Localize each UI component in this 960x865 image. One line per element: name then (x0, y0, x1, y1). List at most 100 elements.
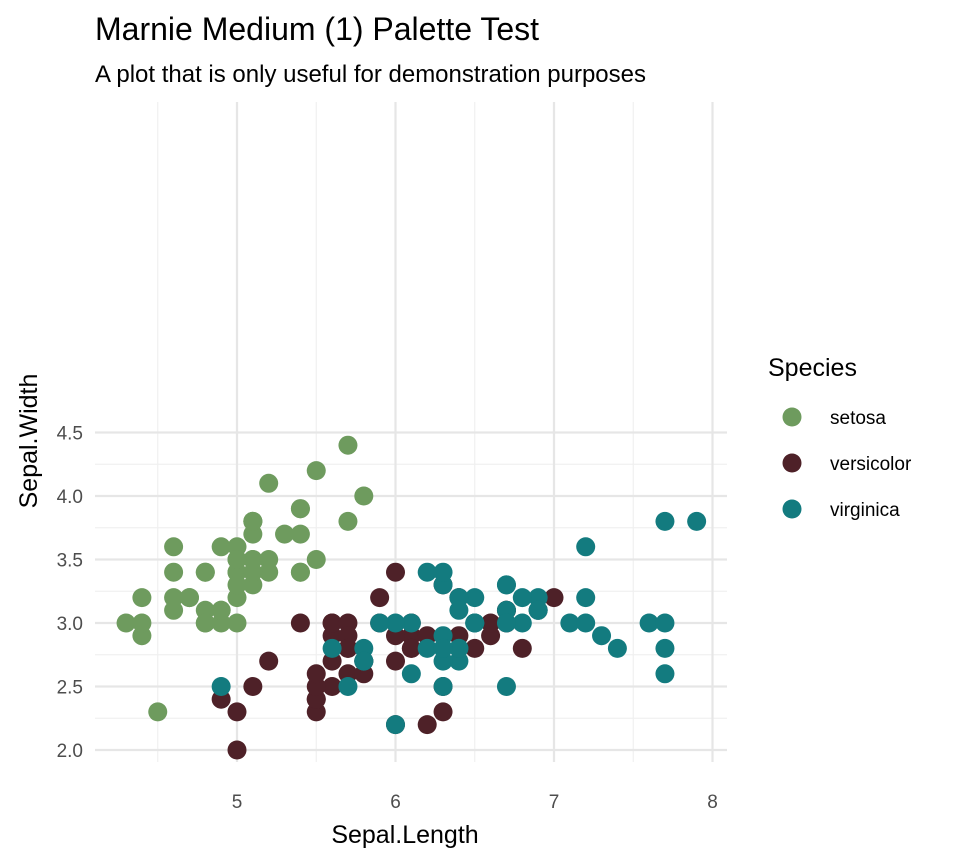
data-point-virginica (433, 562, 453, 582)
data-point-setosa (227, 575, 247, 595)
data-point-setosa (132, 588, 152, 608)
data-point-virginica (655, 664, 675, 684)
legend-label-virginica: virginica (830, 500, 900, 521)
data-point-virginica (496, 613, 516, 633)
data-point-versicolor (227, 702, 247, 722)
data-point-virginica (528, 600, 548, 620)
data-point-virginica (433, 677, 453, 696)
data-point-setosa (290, 524, 310, 544)
x-tick-label: 6 (390, 792, 401, 813)
data-point-virginica (417, 638, 437, 658)
data-point-virginica (512, 588, 532, 608)
data-point-virginica (560, 613, 580, 633)
y-tick-label: 3.0 (57, 614, 83, 635)
data-point-versicolor (322, 613, 342, 633)
data-point-virginica (401, 664, 421, 684)
data-point-virginica (449, 638, 469, 658)
data-point-setosa (275, 524, 295, 544)
data-point-virginica (592, 626, 612, 646)
data-point-virginica (211, 677, 231, 696)
data-point-virginica (496, 677, 516, 696)
data-point-setosa (243, 562, 263, 582)
x-axis-title: Sepal.Length (331, 821, 478, 849)
data-point-setosa (195, 613, 215, 633)
y-axis-title: Sepal.Width (15, 374, 43, 509)
data-point-versicolor (433, 702, 453, 722)
x-tick-label: 8 (707, 792, 718, 813)
data-point-versicolor (306, 664, 326, 684)
data-point-setosa (338, 511, 358, 531)
data-point-versicolor (290, 613, 310, 633)
data-point-virginica (401, 613, 421, 633)
data-point-virginica (655, 511, 675, 531)
data-point-setosa (116, 613, 136, 633)
y-tick-label: 4.0 (57, 487, 83, 508)
data-points (116, 435, 707, 760)
data-point-virginica (496, 575, 516, 595)
data-point-versicolor (417, 715, 437, 735)
data-point-setosa (243, 511, 263, 531)
data-point-versicolor (512, 638, 532, 658)
data-point-setosa (164, 588, 184, 608)
data-point-setosa (211, 537, 231, 557)
data-point-setosa (179, 588, 199, 608)
data-point-virginica (370, 613, 390, 633)
data-point-virginica (576, 588, 596, 608)
grid-major (95, 102, 727, 762)
data-point-versicolor (481, 613, 501, 633)
legend-label-versicolor: versicolor (830, 454, 912, 475)
data-point-setosa (306, 461, 326, 481)
data-point-versicolor (370, 588, 390, 608)
data-point-virginica (322, 638, 342, 658)
y-tick-labels: 2.0 2.5 3.0 3.5 4.0 4.5 (57, 424, 83, 763)
legend: Species setosa versicolor virginica (768, 354, 912, 521)
data-point-virginica (655, 613, 675, 633)
data-point-virginica (338, 677, 358, 696)
x-tick-labels: 5 6 7 8 (232, 792, 718, 813)
x-tick-label: 5 (232, 792, 243, 813)
data-point-setosa (306, 550, 326, 569)
y-tick-label: 3.5 (57, 551, 83, 572)
data-point-versicolor (338, 638, 358, 658)
data-point-virginica (465, 588, 485, 608)
data-point-setosa (227, 550, 247, 569)
data-point-virginica (576, 613, 596, 633)
legend-key-setosa (782, 407, 802, 427)
data-point-versicolor (322, 677, 342, 696)
data-point-virginica (687, 511, 707, 531)
chart-title: Marnie Medium (1) Palette Test (95, 11, 539, 47)
data-point-setosa (227, 613, 247, 633)
y-tick-label: 2.5 (57, 678, 83, 699)
data-point-virginica (655, 638, 675, 658)
data-point-versicolor (243, 677, 263, 696)
data-point-setosa (164, 537, 184, 557)
data-point-versicolor (465, 638, 485, 658)
data-point-setosa (290, 562, 310, 582)
data-point-setosa (211, 600, 231, 620)
data-point-virginica (465, 613, 485, 633)
y-tick-label: 4.5 (57, 424, 83, 445)
data-point-virginica (607, 638, 627, 658)
legend-key-virginica (782, 499, 802, 519)
data-point-virginica (417, 562, 437, 582)
data-point-setosa (164, 562, 184, 582)
data-point-versicolor (401, 638, 421, 658)
y-tick-label: 2.0 (57, 741, 83, 762)
data-point-versicolor (386, 562, 405, 582)
data-point-virginica (386, 613, 405, 633)
data-point-versicolor (386, 651, 405, 671)
data-point-versicolor (544, 588, 564, 608)
data-point-setosa (354, 486, 374, 506)
data-point-setosa (132, 613, 152, 633)
data-point-setosa (259, 562, 279, 582)
data-point-versicolor (259, 651, 279, 671)
data-point-setosa (195, 562, 215, 582)
data-point-setosa (290, 499, 310, 519)
data-point-virginica (433, 638, 453, 658)
data-point-virginica (354, 651, 374, 671)
legend-label-setosa: setosa (830, 408, 886, 429)
data-point-setosa (259, 473, 279, 493)
data-point-virginica (386, 715, 405, 735)
data-point-setosa (148, 702, 168, 722)
